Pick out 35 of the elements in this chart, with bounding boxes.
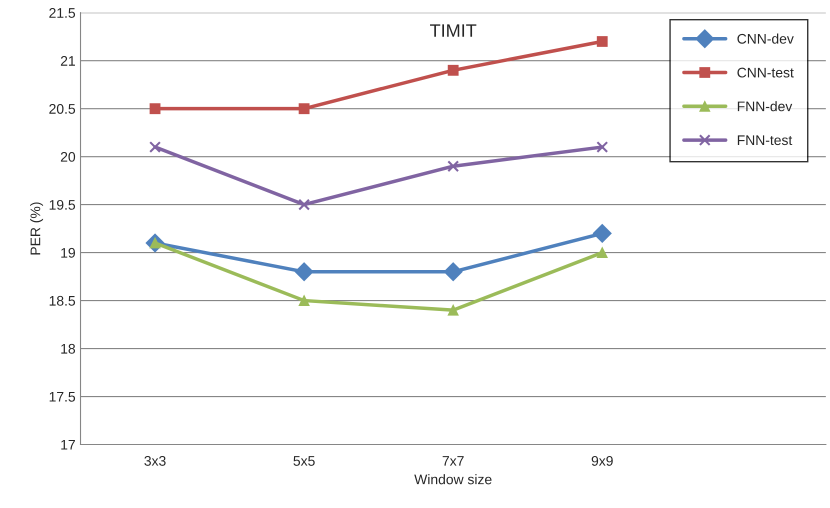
y-tick-label: 17: [61, 440, 75, 450]
point: [444, 262, 463, 282]
x-tick-label: 7x7: [442, 456, 464, 466]
y-tick-label: 19: [61, 248, 75, 258]
point: [447, 160, 460, 172]
point: [298, 103, 310, 114]
x-tick-label: 3x3: [144, 456, 166, 466]
y-tick-label: 17.5: [50, 392, 76, 402]
y-tick-label: 18.5: [50, 296, 76, 306]
x-tick-label: 5x5: [293, 456, 315, 466]
point: [596, 247, 608, 258]
y-tick-label: 19.5: [50, 200, 76, 210]
y-tick-label: 21.5: [49, 8, 76, 18]
legend-label: FNN-test: [738, 135, 792, 146]
y-axis-title: PER (%): [30, 202, 44, 254]
point: [150, 103, 160, 114]
point: [149, 141, 161, 153]
y-tick-label: 20.5: [49, 104, 76, 114]
point: [298, 295, 310, 306]
point: [596, 36, 608, 47]
x-tick-label: 9x9: [592, 456, 613, 466]
chart-title: TIMIT: [430, 24, 476, 37]
point: [448, 64, 459, 76]
x-axis-title: Window size: [414, 474, 492, 484]
legend-label: CNN-test: [737, 68, 794, 78]
point: [298, 198, 310, 211]
point: [448, 304, 459, 316]
legend-label: CNN-dev: [737, 34, 794, 44]
y-tick-label: 18: [61, 344, 76, 354]
y-tick-label: 20: [60, 152, 76, 162]
y-tick-label: 21: [60, 56, 75, 66]
point: [596, 141, 608, 153]
point: [592, 224, 612, 243]
legend-label: FNN-dev: [738, 101, 792, 112]
point: [294, 262, 314, 282]
